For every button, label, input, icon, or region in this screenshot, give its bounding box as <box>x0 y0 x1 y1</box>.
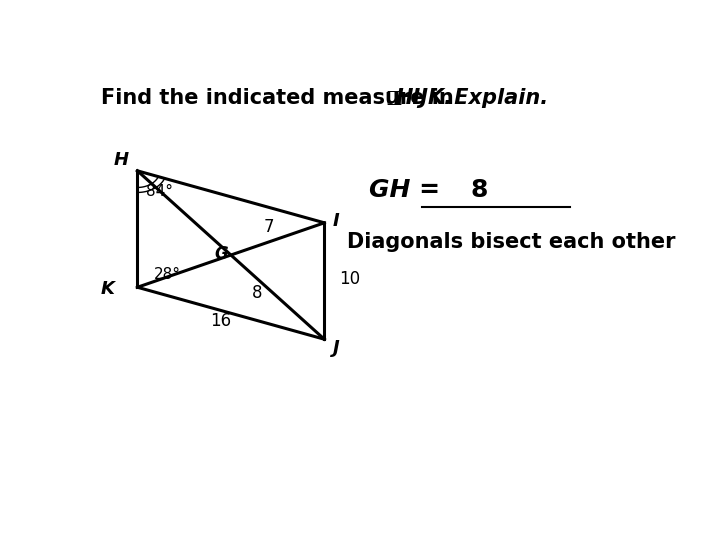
Text: K: K <box>101 280 115 298</box>
Text: GH =: GH = <box>369 178 440 201</box>
Text: 16: 16 <box>210 312 232 329</box>
Text: 8: 8 <box>252 284 263 302</box>
Text: 7: 7 <box>264 218 274 236</box>
Text: 28°: 28° <box>154 267 181 282</box>
Text: Find the indicated measure in: Find the indicated measure in <box>101 88 461 108</box>
Text: G: G <box>215 245 228 263</box>
Text: 8: 8 <box>470 178 488 201</box>
Text: J: J <box>333 339 340 357</box>
Text: 84°: 84° <box>145 184 173 199</box>
Text: I: I <box>333 212 340 230</box>
Text: HIJK.: HIJK. <box>396 88 453 108</box>
Text: H: H <box>113 151 128 170</box>
Text: Explain.: Explain. <box>447 88 548 108</box>
Text: Diagonals bisect each other: Diagonals bisect each other <box>347 232 675 252</box>
Text: □: □ <box>386 89 402 107</box>
Text: 10: 10 <box>339 270 361 288</box>
